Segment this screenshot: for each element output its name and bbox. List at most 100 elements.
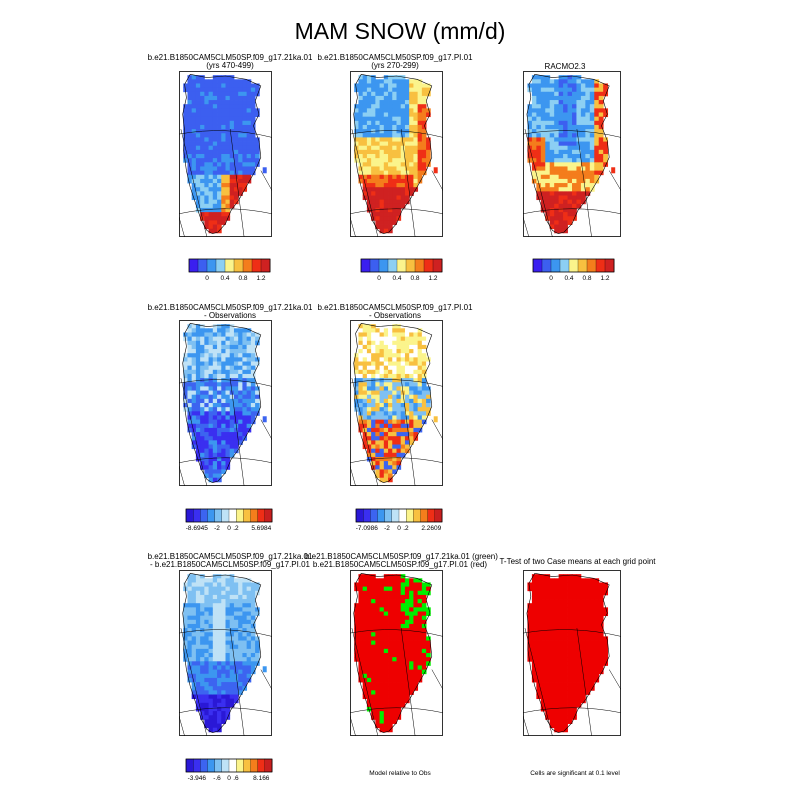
colorbar-tick-label: 0.8: [410, 275, 419, 282]
colorbar-swatch: [200, 508, 208, 523]
colorbar-tick-label: 0.8: [238, 275, 247, 282]
colorbar-swatch: [413, 508, 421, 523]
colorbar-swatch: [193, 508, 201, 523]
map-panel-pi: [350, 71, 443, 237]
colorbar-swatch: [396, 258, 407, 273]
colorbar-swatch: [243, 508, 251, 523]
map-cells: [183, 324, 260, 483]
colorbar-tick-label: 0.4: [220, 275, 229, 282]
colorbar-panel-4: -8.6945 -2 0.2 5.6984: [185, 508, 273, 532]
colorbar-tick-label: 0.4: [392, 275, 401, 282]
model-relative-note: Model relative to Obs: [369, 770, 431, 777]
colorbar-tick-label: 0: [377, 275, 381, 282]
colorbar-swatch: [206, 258, 217, 273]
colorbar-swatch: [370, 508, 378, 523]
colorbar-swatch: [387, 258, 398, 273]
graticule: [350, 628, 443, 736]
coastline: [353, 322, 433, 484]
colorbar-swatch: [200, 758, 208, 773]
panel-3-title-line1: RACMO2.3: [544, 62, 586, 71]
map-cells: [183, 75, 260, 234]
colorbar-tick-label: 0: [397, 525, 401, 532]
colorbar-swatch: [214, 758, 223, 773]
coastline: [526, 73, 610, 235]
colorbar-swatch: [264, 758, 273, 773]
colorbar-swatch: [185, 758, 194, 773]
colorbar-swatch: [250, 508, 259, 523]
colorbar-swatch: [221, 758, 230, 773]
coastline: [526, 572, 610, 734]
panel-1-title-line1: b.e21.B1850CAM5CLM50SP.f09_g17.21ka.01: [147, 53, 313, 62]
colorbar-swatch: [243, 758, 251, 773]
map-cells: [354, 574, 431, 733]
coastline: [353, 73, 433, 235]
colorbar-tick-label: 0: [205, 275, 209, 282]
map-panel-racmo: [523, 71, 621, 237]
colorbar-swatch: [207, 508, 216, 523]
colorbar-swatch: [197, 258, 208, 273]
colorbar-swatch: [405, 258, 416, 273]
colorbar-tick-label: 1.2: [256, 275, 265, 282]
panel-4-title-line2: - Observations: [203, 311, 257, 320]
map-panel-case-difference: [179, 570, 272, 736]
colorbar-tick-label: 5.6984: [251, 525, 271, 532]
colorbar-swatch: [532, 258, 543, 273]
map-panel-pi-minus-obs: [350, 320, 443, 486]
colorbar-swatch: [260, 258, 271, 273]
significance-note: Cells are significant at 0.1 level: [530, 770, 620, 777]
coastline: [182, 322, 262, 484]
colorbar-swatch: [215, 258, 226, 273]
colorbar-tick-label: -2: [384, 525, 390, 532]
colorbar-panel-3: 0 0.4 0.8 1.2: [532, 258, 615, 282]
colorbar-tick-label: -8.6945: [186, 525, 208, 532]
panel-1-title-line2: (yrs 470-499): [206, 61, 254, 70]
colorbar-panel-1: 0 0.4 0.8 1.2: [188, 258, 271, 282]
colorbar-swatch: [193, 758, 201, 773]
colorbar-swatch: [363, 508, 371, 523]
panel-9-title-line1: T-Test of two Case means at each grid po…: [499, 557, 656, 566]
panel-7-title-line1: b.e21.B1850CAM5CLM50SP.f09_g17.21ka.01: [147, 552, 313, 561]
map-panel-21ka: [179, 71, 272, 237]
panel-1-title: b.e21.B1850CAM5CLM50SP.f09_g17.21ka.01 (…: [140, 54, 320, 70]
panel-8-title: b.e21.B1850CAM5CLM50SP.f09_g17.21ka.01 (…: [305, 553, 498, 569]
colorbar-swatch: [586, 258, 597, 273]
colorbar-swatch: [391, 508, 400, 523]
colorbar-swatch: [427, 508, 436, 523]
colorbar-tick-label: 2.2609: [421, 525, 441, 532]
colorbar-swatch: [568, 258, 579, 273]
coastline: [182, 572, 262, 734]
colorbar-swatch: [434, 508, 443, 523]
colorbar-swatch: [577, 258, 588, 273]
colorbar-tick-label: .6: [233, 775, 239, 782]
panel-3-title: RACMO2.3: [510, 63, 620, 71]
panel-2-title: b.e21.B1850CAM5CLM50SP.f09_g17.PI.01 (yr…: [305, 54, 485, 70]
colorbar-tick-label: -3.946: [188, 775, 207, 782]
panel-4-title-line1: b.e21.B1850CAM5CLM50SP.f09_g17.21ka.01: [147, 303, 313, 312]
colorbar-swatch: [228, 758, 237, 773]
colorbar-swatch: [377, 508, 386, 523]
colorbar-swatch: [423, 258, 434, 273]
colorbar-tick-label: 8.166: [253, 775, 270, 782]
panel-5-title-line1: b.e21.B1850CAM5CLM50SP.f09_g17.PI.01: [317, 303, 473, 312]
colorbar-swatch: [559, 258, 570, 273]
colorbar-swatch: [398, 508, 407, 523]
coastline: [182, 73, 262, 235]
colorbar-tick-label: 0: [549, 275, 553, 282]
colorbar-tick-label: 0.8: [582, 275, 591, 282]
panel-2-title-line1: b.e21.B1850CAM5CLM50SP.f09_g17.PI.01: [317, 53, 473, 62]
colorbar-swatch: [369, 258, 380, 273]
colorbar-swatch: [264, 508, 273, 523]
colorbar-swatch: [236, 508, 244, 523]
map-cells: [183, 574, 260, 733]
colorbar-tick-label: -7.0986: [356, 525, 378, 532]
map-panel-21ka-minus-obs: [179, 320, 272, 486]
colorbar-swatch: [420, 508, 429, 523]
colorbar-swatch: [236, 758, 244, 773]
colorbar-swatch: [242, 258, 253, 273]
colorbar-swatch: [221, 508, 230, 523]
colorbar-swatch: [378, 258, 389, 273]
colorbar-swatch: [257, 508, 266, 523]
colorbar-swatch: [414, 258, 425, 273]
colorbar-tick-label: 0: [227, 775, 231, 782]
colorbar-swatch: [224, 258, 235, 273]
